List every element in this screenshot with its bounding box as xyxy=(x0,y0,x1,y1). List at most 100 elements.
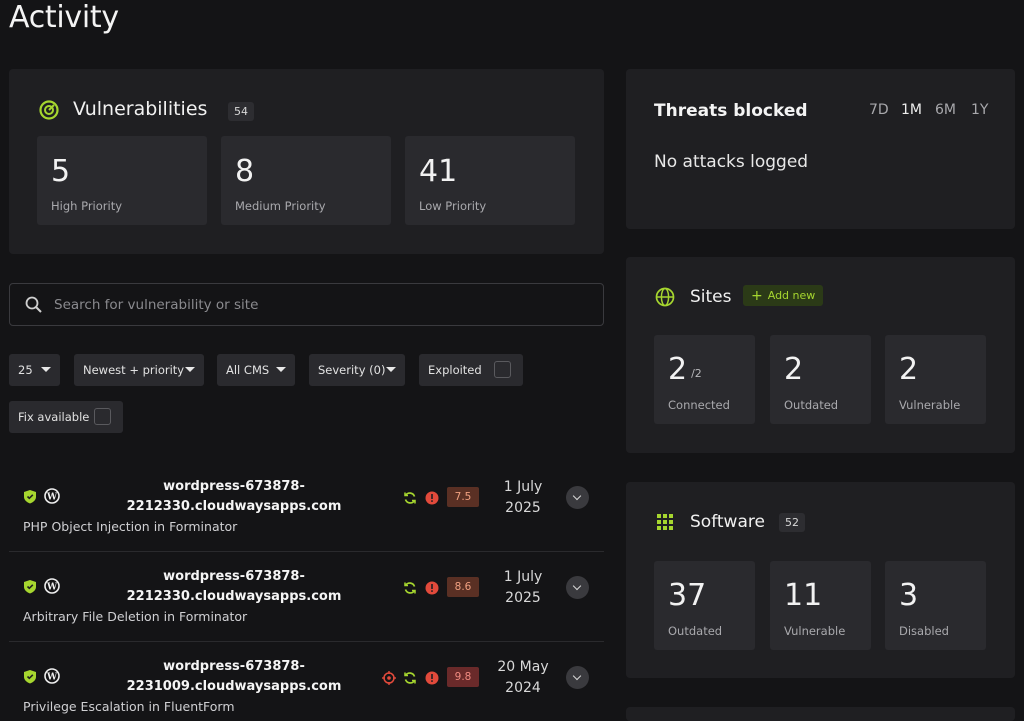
stat-label: Vulnerable xyxy=(784,624,846,638)
chevron-down-icon xyxy=(386,367,396,372)
page-title: Activity xyxy=(9,0,119,35)
stat-label: Medium Priority xyxy=(235,199,326,213)
low-priority-stat[interactable]: 41 Low Priority xyxy=(405,136,575,225)
site-name-line: 2231009.cloudwaysapps.com xyxy=(126,679,342,694)
vulnerability-title: PHP Object Injection in Forminator xyxy=(23,519,238,534)
add-site-button[interactable]: + Add new xyxy=(743,285,824,306)
site-name-line: 2212330.cloudwaysapps.com xyxy=(126,589,342,604)
svg-text:W: W xyxy=(46,583,58,593)
site-name[interactable]: wordpress-673878- 2212330.cloudwaysapps.c… xyxy=(69,477,399,517)
severity-select[interactable]: Severity (0) xyxy=(309,354,405,386)
stat-value: 41 xyxy=(419,154,458,189)
cms-select[interactable]: All CMS xyxy=(217,354,295,386)
software-card: Software 52 37 Outdated 11 Vulnerable 3 … xyxy=(626,482,1015,678)
severity-score: 7.5 xyxy=(447,487,479,507)
date-line: 1 July xyxy=(503,569,543,585)
table-row[interactable]: W wordpress-673878- 2212330.cloudwaysapps… xyxy=(9,552,604,642)
stat-label: Outdated xyxy=(784,398,839,412)
stat-total: /2 xyxy=(691,367,702,380)
date: 1 July 2025 xyxy=(488,477,558,519)
site-name-line: wordpress-673878- xyxy=(163,569,305,584)
date-line: 2024 xyxy=(505,680,541,696)
fix-available-checkbox[interactable] xyxy=(94,408,111,425)
alert-icon xyxy=(425,580,439,599)
sites-card: Sites + Add new 2/2 Connected 2 Outdated … xyxy=(626,257,1015,453)
cms-value: All CMS xyxy=(226,363,270,377)
threats-empty-text: No attacks logged xyxy=(654,152,809,172)
search-input[interactable] xyxy=(54,294,574,316)
site-name-line: wordpress-673878- xyxy=(163,479,305,494)
outdated-software-stat[interactable]: 37 Outdated xyxy=(654,561,755,650)
svg-text:W: W xyxy=(46,493,58,503)
expand-button[interactable] xyxy=(566,576,589,599)
exploited-filter[interactable]: Exploited xyxy=(419,354,523,386)
fix-available-label: Fix available xyxy=(18,410,90,424)
vulnerable-software-stat[interactable]: 11 Vulnerable xyxy=(770,561,871,650)
medium-priority-stat[interactable]: 8 Medium Priority xyxy=(221,136,391,225)
sort-value: Newest + priority xyxy=(83,363,185,377)
threats-title: Threats blocked xyxy=(654,101,808,121)
outdated-sites-stat[interactable]: 2 Outdated xyxy=(770,335,871,424)
range-6m[interactable]: 6M xyxy=(935,102,956,118)
fix-available-filter[interactable]: Fix available xyxy=(9,401,123,433)
site-name-line: wordpress-673878- xyxy=(163,659,305,674)
stat-value: 37 xyxy=(668,578,707,613)
software-title: Software xyxy=(690,512,765,532)
stat-value: 2 xyxy=(899,352,919,387)
alert-icon xyxy=(425,670,439,689)
plus-icon: + xyxy=(751,287,763,304)
date-line: 20 May xyxy=(497,659,549,675)
update-available-icon xyxy=(403,670,417,689)
exploited-target-icon xyxy=(382,670,396,689)
search-box[interactable] xyxy=(9,283,604,326)
per-page-select[interactable]: 25 xyxy=(9,354,60,386)
vulnerabilities-title: Vulnerabilities xyxy=(73,98,208,120)
wordpress-icon: W xyxy=(44,578,60,598)
chevron-down-icon xyxy=(185,367,195,372)
stat-number: 2 xyxy=(668,352,688,387)
stat-value: 11 xyxy=(784,578,823,613)
disabled-software-stat[interactable]: 3 Disabled xyxy=(885,561,986,650)
range-1y[interactable]: 1Y xyxy=(971,102,989,118)
grid-icon xyxy=(657,514,673,534)
shield-icon xyxy=(23,489,37,508)
software-count: 52 xyxy=(779,513,805,532)
stat-value: 3 xyxy=(899,578,919,613)
exploited-checkbox[interactable] xyxy=(494,361,511,378)
site-name-line: 2212330.cloudwaysapps.com xyxy=(126,499,342,514)
severity-score: 8.6 xyxy=(447,577,479,597)
stat-label: Low Priority xyxy=(419,199,487,213)
date: 20 May 2024 xyxy=(488,657,558,699)
connected-sites-stat[interactable]: 2/2 Connected xyxy=(654,335,755,424)
add-site-label: Add new xyxy=(767,289,816,302)
date-line: 2025 xyxy=(505,590,541,606)
stat-value: 5 xyxy=(51,154,71,189)
update-available-icon xyxy=(403,580,417,599)
chevron-down-icon xyxy=(276,367,286,372)
update-available-icon xyxy=(403,490,417,509)
vulnerability-title: Privilege Escalation in FluentForm xyxy=(23,699,235,714)
site-name[interactable]: wordpress-673878- 2212330.cloudwaysapps.c… xyxy=(69,567,399,607)
radar-icon xyxy=(38,99,60,121)
vulnerabilities-count: 54 xyxy=(228,102,254,121)
threats-card: Threats blocked No attacks logged xyxy=(626,69,1015,229)
expand-button[interactable] xyxy=(566,666,589,689)
wordpress-icon: W xyxy=(44,488,60,508)
per-page-value: 25 xyxy=(18,363,33,377)
stat-value: 8 xyxy=(235,154,255,189)
table-row[interactable]: W wordpress-673878- 2212330.cloudwaysapps… xyxy=(9,462,604,552)
vulnerabilities-card: Vulnerabilities 54 5 High Priority 8 Med… xyxy=(9,69,604,254)
site-name[interactable]: wordpress-673878- 2231009.cloudwaysapps.c… xyxy=(69,657,399,697)
range-7d[interactable]: 7D xyxy=(869,102,889,118)
date-line: 2025 xyxy=(505,500,541,516)
vulnerable-sites-stat[interactable]: 2 Vulnerable xyxy=(885,335,986,424)
stat-label: Connected xyxy=(668,398,730,412)
table-row[interactable]: W wordpress-673878- 2231009.cloudwaysapps… xyxy=(9,642,604,721)
date-line: 1 July xyxy=(503,479,543,495)
expand-button[interactable] xyxy=(566,486,589,509)
shield-icon xyxy=(23,579,37,598)
range-1m[interactable]: 1M xyxy=(901,102,922,118)
high-priority-stat[interactable]: 5 High Priority xyxy=(37,136,207,225)
stat-label: Outdated xyxy=(668,624,723,638)
sort-select[interactable]: Newest + priority xyxy=(74,354,204,386)
